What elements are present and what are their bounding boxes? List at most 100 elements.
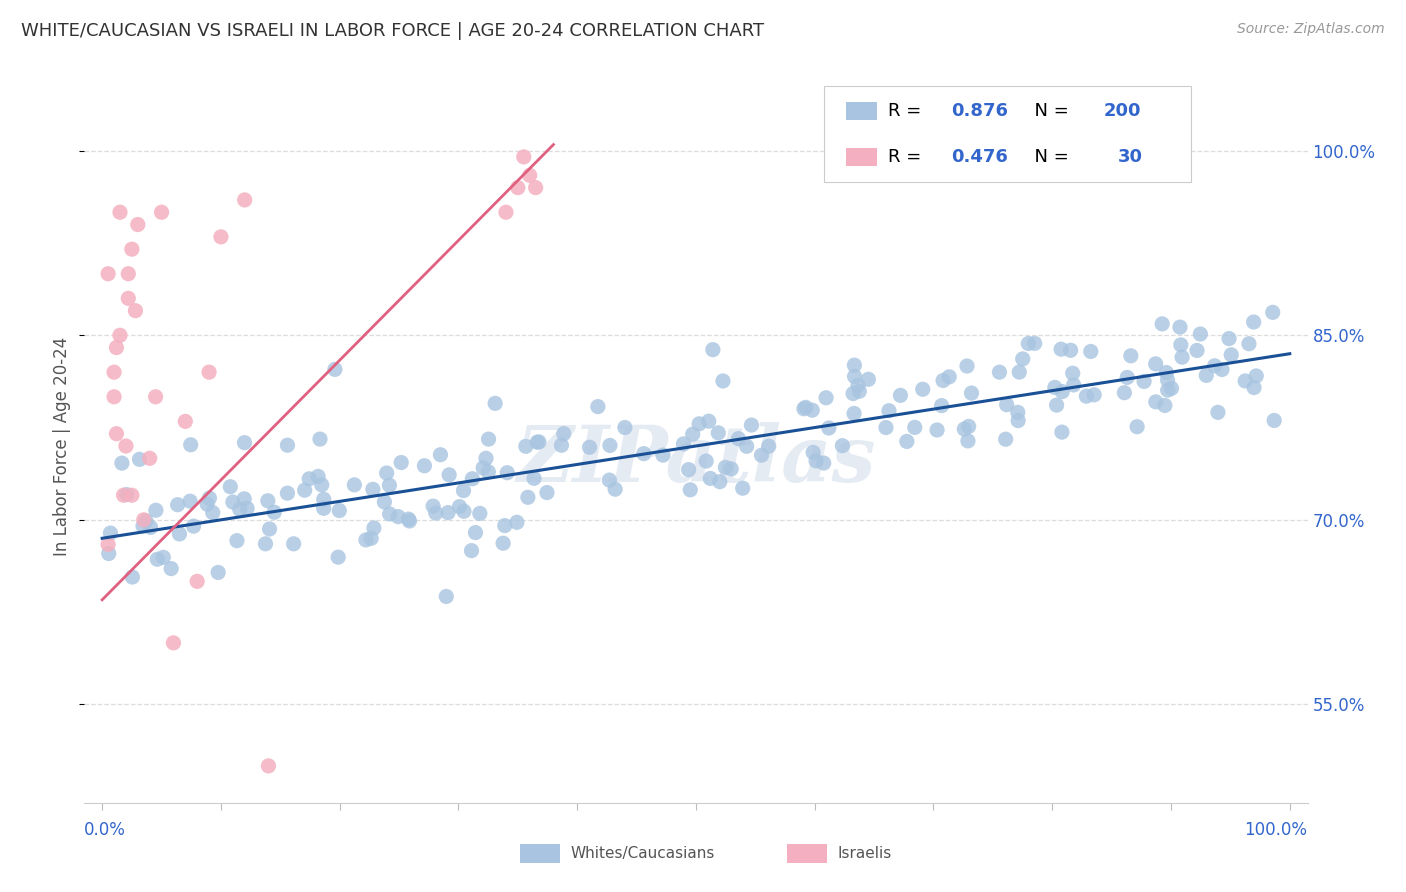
Point xyxy=(953,422,976,436)
Point xyxy=(516,490,538,504)
Point xyxy=(526,435,548,450)
Point xyxy=(1011,351,1033,366)
Point xyxy=(484,396,506,410)
Point xyxy=(1114,385,1136,400)
Point xyxy=(605,482,627,496)
Point xyxy=(139,520,162,534)
Point xyxy=(911,382,934,396)
Point xyxy=(1261,305,1284,319)
Point xyxy=(506,516,529,530)
Point xyxy=(1133,375,1156,389)
Point xyxy=(1185,343,1208,358)
Point xyxy=(103,365,125,379)
Point xyxy=(515,439,537,453)
Point xyxy=(100,526,122,541)
Point xyxy=(283,537,305,551)
Point xyxy=(121,570,143,584)
Point xyxy=(323,362,346,376)
Point xyxy=(889,388,911,402)
Point xyxy=(1062,366,1084,380)
Point xyxy=(174,414,197,428)
Point xyxy=(688,417,710,431)
Point xyxy=(472,461,495,475)
Point xyxy=(697,414,720,428)
Point xyxy=(496,466,519,480)
Point xyxy=(1189,326,1212,341)
Point xyxy=(1045,398,1067,412)
Point xyxy=(793,401,815,416)
Text: 0.476: 0.476 xyxy=(952,148,1008,166)
Point xyxy=(477,465,499,479)
Text: R =: R = xyxy=(889,102,927,120)
Point xyxy=(162,636,184,650)
Point xyxy=(599,438,621,452)
Point xyxy=(195,497,218,511)
Point xyxy=(201,506,224,520)
FancyBboxPatch shape xyxy=(846,102,877,120)
Point xyxy=(254,537,277,551)
Point xyxy=(1007,405,1029,419)
Point xyxy=(633,447,655,461)
Point xyxy=(169,527,191,541)
FancyBboxPatch shape xyxy=(824,86,1191,182)
Point xyxy=(127,218,149,232)
Point xyxy=(1243,380,1265,394)
Point xyxy=(804,454,827,468)
Point xyxy=(844,358,866,372)
Point xyxy=(477,432,499,446)
Point xyxy=(932,374,955,388)
Point xyxy=(492,536,515,550)
Point xyxy=(956,359,979,373)
Point xyxy=(276,486,298,500)
Point xyxy=(494,518,516,533)
Point xyxy=(354,533,377,547)
Point xyxy=(801,445,824,459)
Point xyxy=(475,451,498,466)
Point xyxy=(453,504,475,518)
Point xyxy=(524,180,547,194)
Point xyxy=(422,499,444,513)
Point xyxy=(115,439,138,453)
Point xyxy=(145,503,167,517)
Point xyxy=(276,438,298,452)
Text: N =: N = xyxy=(1022,148,1074,166)
Point xyxy=(957,419,980,434)
Point xyxy=(97,547,120,561)
Point xyxy=(536,485,558,500)
Point xyxy=(506,180,529,194)
Point xyxy=(378,507,401,521)
Point xyxy=(1244,368,1267,383)
Point xyxy=(699,471,721,485)
Point xyxy=(695,454,717,468)
Point xyxy=(758,439,780,453)
Point xyxy=(678,463,700,477)
Point xyxy=(121,242,143,256)
Point xyxy=(1144,357,1167,371)
Point xyxy=(1050,342,1073,356)
Point xyxy=(751,448,773,462)
Point xyxy=(801,403,824,417)
Point xyxy=(813,456,835,470)
Point xyxy=(166,498,188,512)
Point xyxy=(229,502,252,516)
Point xyxy=(263,505,285,519)
Point xyxy=(117,291,139,305)
Point xyxy=(1059,343,1081,358)
Point xyxy=(707,425,730,440)
Point xyxy=(236,501,259,516)
Point xyxy=(931,399,953,413)
Point xyxy=(128,452,150,467)
Point xyxy=(1080,344,1102,359)
Point xyxy=(817,421,839,435)
Point xyxy=(523,471,546,485)
Point xyxy=(429,448,451,462)
Point xyxy=(831,439,853,453)
Point xyxy=(103,390,125,404)
Point xyxy=(731,481,754,495)
Point xyxy=(434,590,457,604)
Point xyxy=(256,493,278,508)
Text: 30: 30 xyxy=(1118,148,1143,166)
Point xyxy=(226,533,249,548)
Point xyxy=(513,150,536,164)
Point xyxy=(108,328,131,343)
